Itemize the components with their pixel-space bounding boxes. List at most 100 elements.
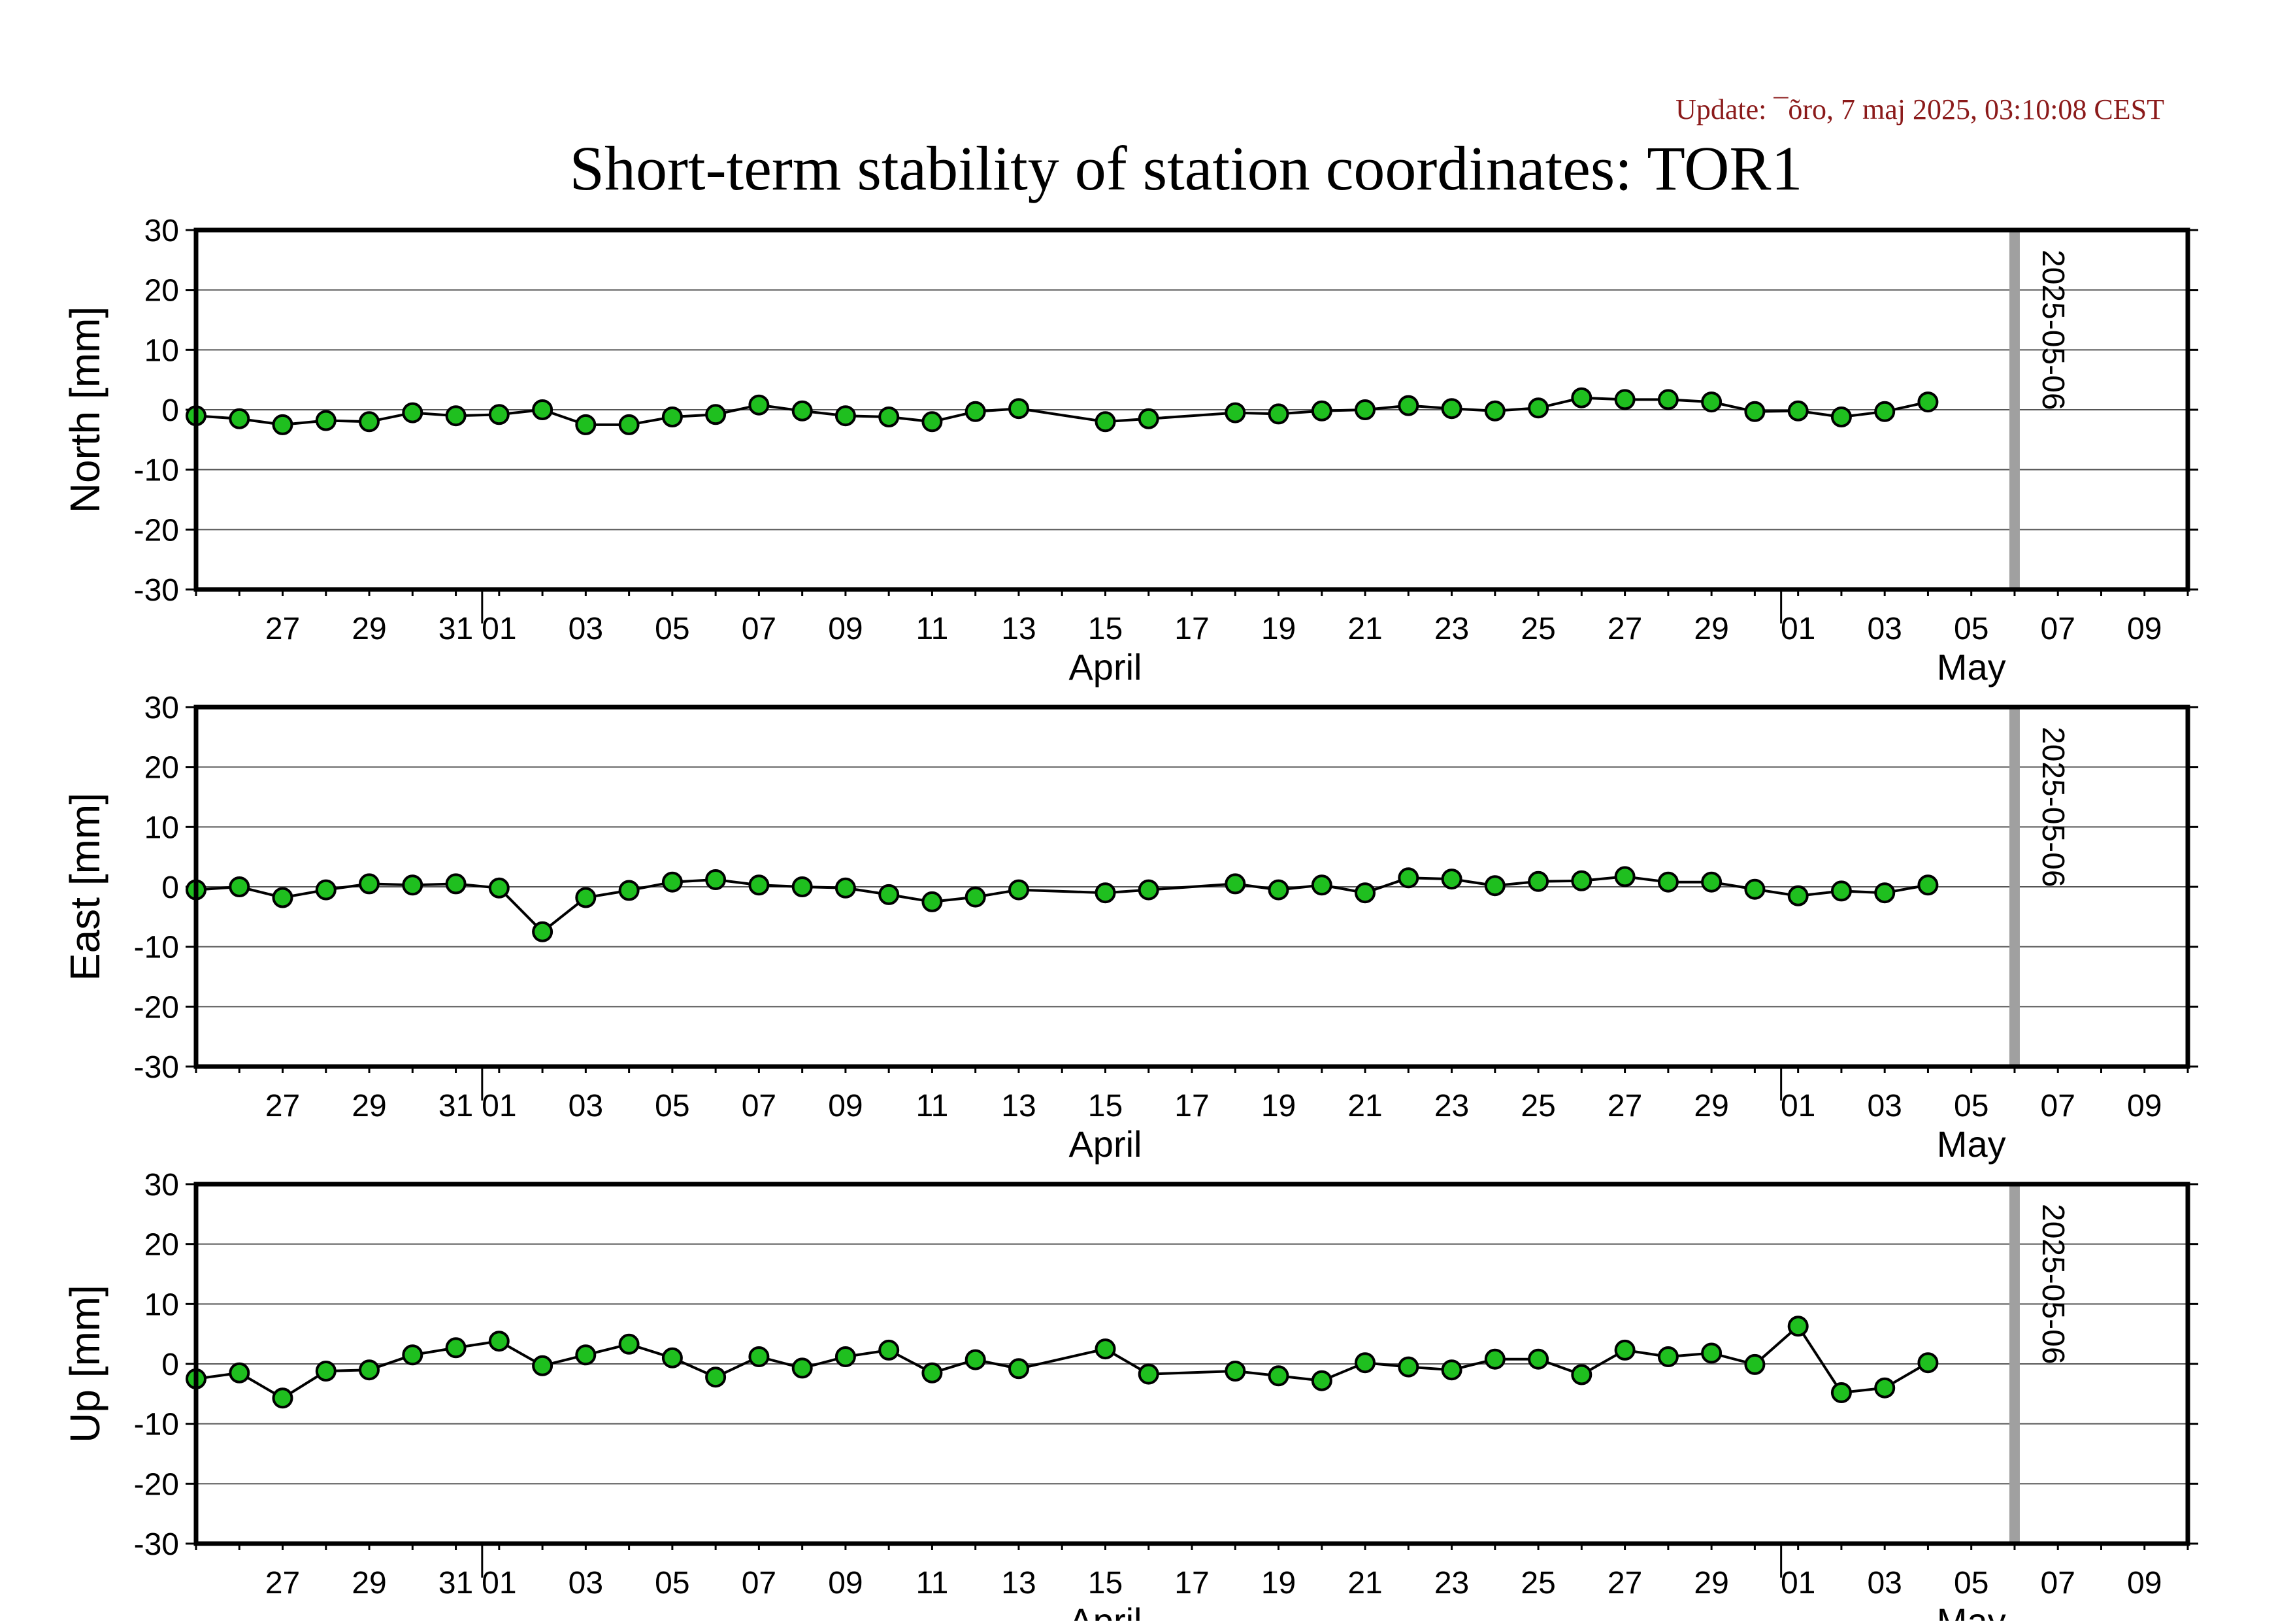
data-point (1787, 885, 1809, 906)
x-tick-label: 01 (1781, 612, 1815, 646)
data-point (575, 1344, 597, 1366)
x-tick-label: 15 (1088, 1566, 1123, 1600)
y-tick-label: 30 (144, 214, 179, 248)
data-point (1571, 1364, 1592, 1385)
x-tick-label: 19 (1261, 1566, 1296, 1600)
reference-date-label: 2025-05-06 (2036, 250, 2070, 410)
reference-date-label: 2025-05-06 (2036, 1204, 2070, 1365)
x-tick-label: 05 (1954, 612, 1988, 646)
x-tick-label: 15 (1088, 1089, 1123, 1123)
data-point (1744, 1353, 1766, 1375)
data-point (1528, 397, 1549, 419)
data-point (1657, 1346, 1679, 1367)
x-tick-label: 13 (1001, 612, 1036, 646)
x-tick-label: 13 (1001, 1566, 1036, 1600)
data-point (1268, 403, 1289, 425)
data-point (445, 405, 467, 427)
x-tick-label: 25 (1521, 612, 1555, 646)
x-tick-label: 01 (1781, 1566, 1815, 1600)
data-point (1830, 406, 1852, 427)
x-tick-label: 05 (655, 612, 689, 646)
data-point (878, 884, 900, 905)
month-label: April (1068, 1600, 1142, 1621)
data-point (1874, 401, 1896, 422)
data-point (834, 1346, 856, 1367)
data-point (488, 877, 510, 899)
x-tick-label: 03 (569, 1566, 603, 1600)
data-point (921, 1362, 943, 1384)
data-point (1614, 1339, 1636, 1361)
y-tick-label: 20 (144, 274, 179, 308)
x-tick-label: 21 (1347, 612, 1382, 646)
plot-frame (193, 704, 2190, 1069)
data-point (1095, 1338, 1116, 1360)
x-tick-label: 03 (1867, 612, 1902, 646)
data-point (1917, 874, 1939, 896)
x-tick-label: 01 (482, 1566, 516, 1600)
data-point (1095, 882, 1116, 904)
data-point (1225, 873, 1246, 895)
y-tick-label: 20 (144, 1228, 179, 1263)
data-point (1917, 1352, 1939, 1374)
data-point (359, 411, 380, 433)
data-point (661, 1347, 683, 1368)
data-point (359, 1359, 380, 1381)
x-tick-label: 25 (1521, 1089, 1555, 1123)
data-point (1441, 398, 1462, 420)
y-tick-label: 10 (144, 810, 179, 845)
data-point (1701, 1342, 1723, 1364)
y-tick-label: -20 (134, 990, 179, 1025)
data-point (1138, 879, 1159, 901)
data-point (1701, 871, 1723, 893)
data-point (1484, 875, 1506, 897)
data-point (1355, 882, 1376, 904)
data-point (965, 1349, 986, 1370)
data-point (1008, 1358, 1029, 1380)
data-point (1225, 402, 1246, 423)
x-tick-label: 07 (2041, 612, 2075, 646)
x-tick-label: 05 (655, 1089, 689, 1123)
x-tick-label: 31 (438, 1566, 473, 1600)
x-tick-label: 27 (265, 1089, 300, 1123)
month-label: May (1937, 646, 2006, 688)
x-tick-label: 17 (1174, 1566, 1209, 1600)
data-point (575, 414, 597, 435)
x-tick-label: 27 (1608, 612, 1642, 646)
y-axis-label: East [mm] (61, 793, 108, 981)
data-point (1874, 882, 1896, 904)
month-label: May (1937, 1600, 2006, 1621)
data-point (965, 401, 986, 422)
data-point (1008, 879, 1029, 901)
data-point (1355, 399, 1376, 420)
data-point (705, 869, 727, 890)
y-tick-label: -10 (134, 454, 179, 488)
x-tick-label: 19 (1261, 1089, 1296, 1123)
data-point (488, 404, 510, 425)
y-tick-label: 30 (144, 1168, 179, 1202)
data-point (834, 877, 856, 899)
data-point (1008, 398, 1029, 420)
data-point (878, 1339, 900, 1361)
data-point (791, 400, 813, 422)
y-tick-label: -10 (134, 931, 179, 965)
data-point (921, 891, 943, 912)
data-point (791, 876, 813, 897)
data-point (1787, 400, 1809, 422)
data-point (272, 1387, 293, 1409)
data-point (402, 1344, 423, 1366)
data-point (1355, 1352, 1376, 1374)
x-tick-label: 21 (1347, 1089, 1382, 1123)
data-point (1830, 880, 1852, 902)
data-point (1874, 1377, 1896, 1399)
y-tick-label: 30 (144, 691, 179, 725)
data-point (1787, 1316, 1809, 1337)
x-tick-label: 29 (1694, 1089, 1728, 1123)
data-point (1614, 389, 1636, 410)
x-tick-label: 29 (352, 1089, 386, 1123)
data-point (1311, 400, 1332, 422)
data-point (834, 405, 856, 427)
data-point (402, 874, 423, 896)
x-tick-label: 01 (1781, 1089, 1815, 1123)
